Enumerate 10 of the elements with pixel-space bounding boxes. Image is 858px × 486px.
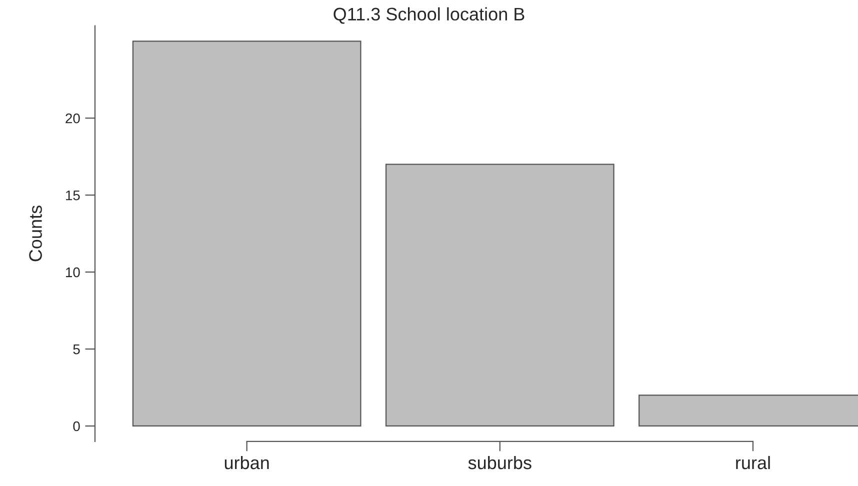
x-tick-label: rural [736, 456, 770, 470]
y-axis-title: Counts [29, 206, 42, 262]
y-tick-label: 10 [66, 267, 80, 278]
y-tick-label: 20 [66, 113, 80, 124]
y-tick-label: 15 [66, 190, 80, 200]
x-tick-label: urban [224, 456, 269, 470]
y-tick-label: 0 [73, 421, 80, 432]
chart-title: Q11.3 School location B [334, 7, 524, 24]
x-tick-label: suburbs [468, 456, 532, 470]
y-tick-label: 5 [73, 344, 80, 354]
